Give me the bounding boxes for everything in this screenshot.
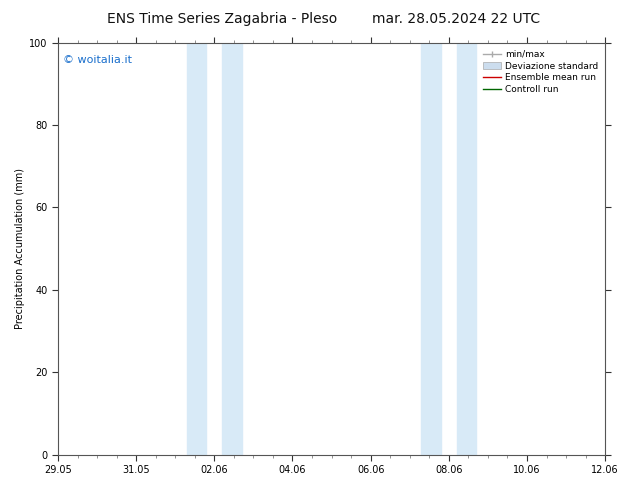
Text: mar. 28.05.2024 22 UTC: mar. 28.05.2024 22 UTC xyxy=(372,12,541,26)
Text: © woitalia.it: © woitalia.it xyxy=(63,55,133,65)
Y-axis label: Precipitation Accumulation (mm): Precipitation Accumulation (mm) xyxy=(15,168,25,329)
Bar xyxy=(187,43,207,455)
Bar xyxy=(222,43,242,455)
Bar xyxy=(422,43,441,455)
Bar xyxy=(456,43,476,455)
Legend: min/max, Deviazione standard, Ensemble mean run, Controll run: min/max, Deviazione standard, Ensemble m… xyxy=(481,47,600,97)
Text: ENS Time Series Zagabria - Pleso: ENS Time Series Zagabria - Pleso xyxy=(107,12,337,26)
